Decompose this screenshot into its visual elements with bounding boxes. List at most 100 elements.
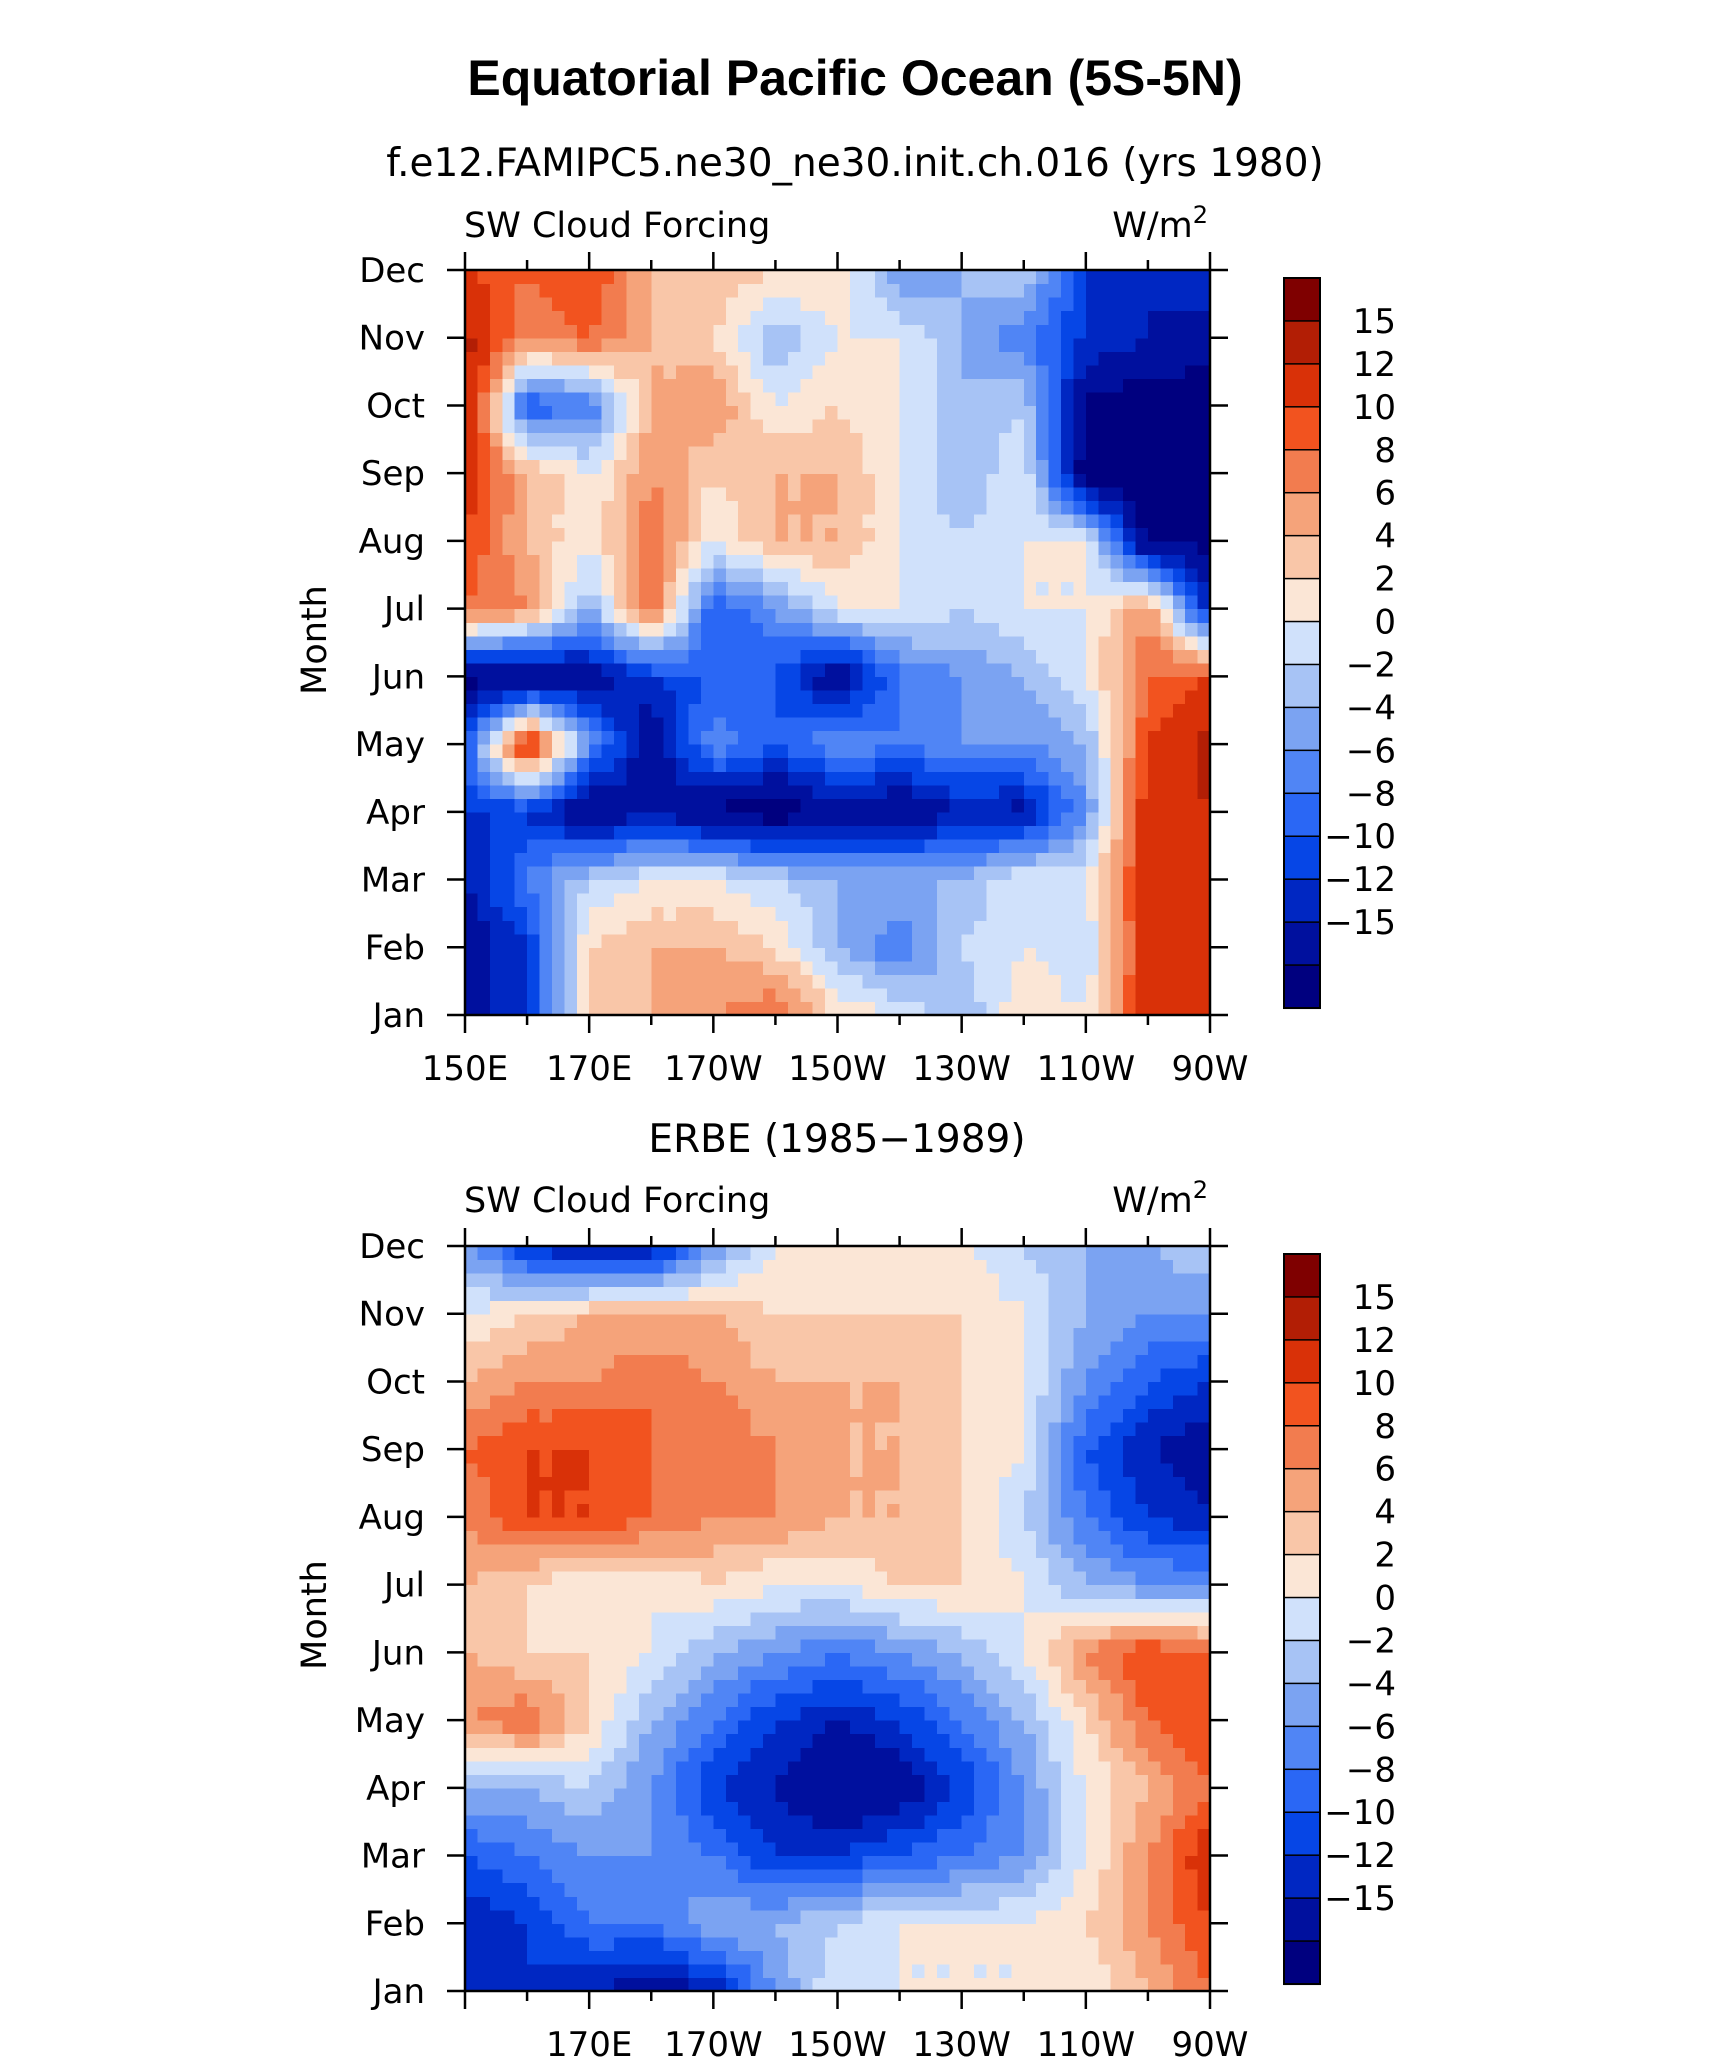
- heatmap-cell: [725, 1896, 739, 1911]
- heatmap-cell: [700, 1814, 714, 1830]
- heatmap-cell: [1048, 419, 1062, 434]
- colorbar-swatch: [1283, 363, 1321, 408]
- heatmap-cell: [1036, 730, 1050, 745]
- heatmap-cell: [849, 1869, 863, 1884]
- heatmap-cell: [576, 1896, 590, 1911]
- heatmap-cell: [1061, 1882, 1075, 1897]
- heatmap-cell: [651, 1787, 665, 1802]
- heatmap-cell: [750, 1720, 764, 1735]
- heatmap-cell: [874, 879, 888, 894]
- heatmap-cell: [477, 554, 491, 569]
- heatmap-cell: [825, 1828, 839, 1843]
- heatmap-cell: [738, 1679, 752, 1694]
- heatmap-cell: [763, 798, 777, 813]
- heatmap-cell: [738, 689, 752, 705]
- heatmap-cell: [551, 1787, 565, 1802]
- heatmap-cell: [1172, 1896, 1186, 1911]
- heatmap-cell: [688, 1842, 702, 1857]
- heatmap-cell: [713, 1882, 727, 1897]
- heatmap-cell: [998, 906, 1012, 921]
- heatmap-cell: [1085, 486, 1099, 501]
- heatmap-cell: [465, 378, 479, 393]
- heatmap-cell: [775, 554, 789, 569]
- heatmap-cell: [725, 1936, 739, 1951]
- heatmap-cell: [465, 581, 479, 596]
- heatmap-cell: [651, 297, 665, 312]
- heatmap-cell: [700, 635, 714, 650]
- heatmap-cell: [638, 419, 652, 434]
- heatmap-cell: [974, 649, 988, 664]
- heatmap-cell: [663, 1963, 677, 1979]
- heatmap-cell: [912, 1842, 926, 1857]
- heatmap-cell: [787, 297, 801, 312]
- heatmap-cell: [1011, 1909, 1025, 1924]
- heatmap-cell: [949, 744, 963, 759]
- heatmap-cell: [837, 527, 851, 542]
- colorbar-label: 0: [1374, 603, 1396, 643]
- heatmap-cell: [700, 879, 714, 894]
- heatmap-cell: [924, 1747, 938, 1762]
- heatmap-cell: [1061, 838, 1075, 854]
- heatmap-cell: [663, 391, 677, 407]
- heatmap-cell: [1073, 500, 1087, 515]
- heatmap-cell: [688, 419, 702, 434]
- heatmap-cell: [489, 1638, 503, 1653]
- heatmap-cell: [800, 527, 814, 542]
- heatmap-cell: [527, 947, 541, 962]
- heatmap-cell: [514, 581, 528, 596]
- heatmap-cell: [614, 649, 628, 664]
- heatmap-cell: [912, 1733, 926, 1748]
- heatmap-cell: [539, 1923, 553, 1938]
- heatmap-cell: [514, 432, 528, 447]
- heatmap-cell: [1036, 1828, 1050, 1843]
- heatmap-cell: [812, 1760, 826, 1775]
- heatmap-cell: [961, 1760, 975, 1775]
- heatmap-cell: [1036, 1896, 1050, 1911]
- heatmap-cell: [638, 337, 652, 352]
- heatmap-cell: [465, 1869, 479, 1884]
- heatmap-cell: [514, 500, 528, 515]
- heatmap-cell: [775, 893, 789, 908]
- heatmap-cell: [527, 825, 541, 840]
- heatmap-cell: [1123, 391, 1137, 407]
- heatmap-cell: [912, 838, 926, 854]
- heatmap-cell: [936, 1774, 950, 1789]
- heatmap-cell: [812, 324, 826, 339]
- heatmap-cell: [1048, 1950, 1062, 1965]
- heatmap-cell: [912, 1706, 926, 1721]
- heatmap-cell: [502, 1652, 516, 1667]
- heatmap-cell: [477, 987, 491, 1003]
- heatmap-cell: [812, 866, 826, 881]
- heatmap-cell: [589, 1801, 603, 1816]
- heatmap-cell: [626, 405, 640, 420]
- heatmap-cell: [601, 391, 615, 407]
- heatmap-cell: [1011, 1733, 1025, 1748]
- heatmap-cell: [725, 1760, 739, 1775]
- heatmap-cell: [700, 432, 714, 447]
- heatmap-cell: [489, 1706, 503, 1721]
- heatmap-cell: [899, 852, 913, 867]
- heatmap-cell: [1135, 459, 1149, 474]
- heatmap-cell: [1085, 608, 1099, 623]
- heatmap-cell: [1048, 852, 1062, 867]
- heatmap-cell: [601, 649, 615, 664]
- heatmap-cell: [1172, 500, 1186, 515]
- heatmap-cell: [849, 757, 863, 772]
- heatmap-cell: [601, 1950, 615, 1965]
- heatmap-cell: [812, 838, 826, 854]
- heatmap-cell: [651, 364, 665, 379]
- heatmap-cell: [725, 1665, 739, 1681]
- heatmap-cell: [725, 1747, 739, 1762]
- heatmap-cell: [899, 459, 913, 474]
- heatmap-cell: [1110, 662, 1124, 677]
- heatmap-cell: [924, 960, 938, 975]
- heatmap-cell: [539, 486, 553, 501]
- heatmap-cell: [763, 337, 777, 352]
- heatmap-cell: [539, 622, 553, 637]
- heatmap-cell: [551, 635, 565, 650]
- heatmap-cell: [663, 1787, 677, 1802]
- heatmap-cell: [1135, 1842, 1149, 1857]
- heatmap-cell: [589, 662, 603, 677]
- heatmap-cell: [974, 568, 988, 583]
- heatmap-cell: [725, 527, 739, 542]
